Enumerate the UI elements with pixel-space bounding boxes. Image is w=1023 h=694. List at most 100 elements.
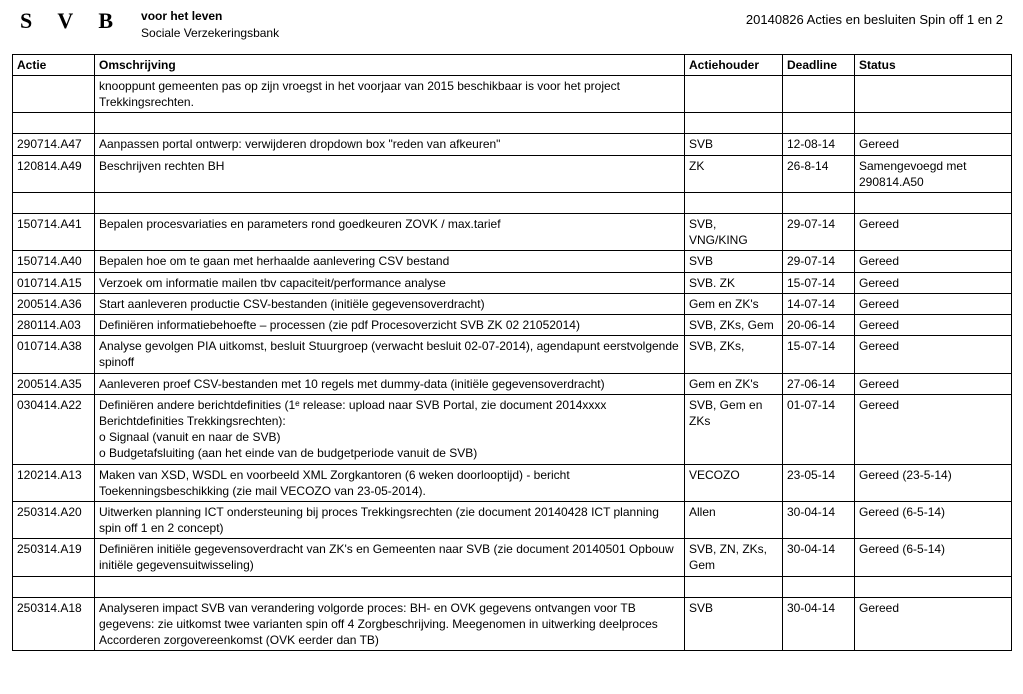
cell-deadline: 14-07-14 [783,293,855,314]
cell-deadline: 15-07-14 [783,272,855,293]
header-left: S V B voor het leven Sociale Verzekering… [20,8,279,42]
cell-status: Gereed [855,597,1012,651]
cell-deadline: 20-06-14 [783,315,855,336]
table-row: 150714.A41Bepalen procesvariaties en par… [13,214,1012,251]
subtitle-line2: Sociale Verzekeringsbank [141,25,279,42]
cell-actie: 290714.A47 [13,134,95,155]
cell-actiehouder: SVB, Gem en ZKs [685,394,783,464]
spacer-cell [783,192,855,213]
table-row: 150714.A40Bepalen hoe om te gaan met her… [13,251,1012,272]
cell-actie: 200514.A36 [13,293,95,314]
table-row: 250314.A20Uitwerken planning ICT onderst… [13,501,1012,538]
table-row: 280114.A03Definiëren informatiebehoefte … [13,315,1012,336]
cell-status: Gereed [855,373,1012,394]
table-row [13,192,1012,213]
table-row: 290714.A47Aanpassen portal ontwerp: verw… [13,134,1012,155]
cell-deadline: 30-04-14 [783,597,855,651]
svb-logo: S V B [20,8,123,34]
cell-actiehouder: SVB [685,597,783,651]
cell-actiehouder: Gem en ZK's [685,373,783,394]
spacer-cell [855,192,1012,213]
table-row [13,576,1012,597]
cell-status: Gereed (23-5-14) [855,464,1012,501]
cell-omschrijving: Definiëren initiële gegevensoverdracht v… [95,539,685,576]
spacer-cell [95,576,685,597]
cell-omschrijving: Bepalen hoe om te gaan met herhaalde aan… [95,251,685,272]
col-header-deadline: Deadline [783,54,855,75]
cell-actie: 120814.A49 [13,155,95,192]
doc-title: 20140826 Acties en besluiten Spin off 1 … [746,8,1003,27]
spacer-cell [685,576,783,597]
spacer-cell [13,576,95,597]
col-header-actiehouder: Actiehouder [685,54,783,75]
page-header: S V B voor het leven Sociale Verzekering… [0,0,1023,54]
cell-status: Gereed [855,214,1012,251]
cell-deadline: 15-07-14 [783,336,855,373]
actions-table: Actie Omschrijving Actiehouder Deadline … [12,54,1012,652]
cell-actiehouder: SVB, VNG/KING [685,214,783,251]
cell-status: Gereed [855,315,1012,336]
cell-omschrijving: Definiëren informatiebehoefte – processe… [95,315,685,336]
subtitle-line1: voor het leven [141,8,279,25]
table-row: knooppunt gemeenten pas op zijn vroegst … [13,75,1012,112]
cell-status: Gereed [855,251,1012,272]
cell-actiehouder: ZK [685,155,783,192]
cell-actie: 150714.A41 [13,214,95,251]
cell-actie [13,75,95,112]
cell-status: Gereed [855,272,1012,293]
cell-omschrijving: Verzoek om informatie mailen tbv capacit… [95,272,685,293]
spacer-cell [783,576,855,597]
cell-status: Gereed (6-5-14) [855,501,1012,538]
cell-actiehouder: Allen [685,501,783,538]
cell-omschrijving: Definiëren andere berichtdefinities (1ᵉ … [95,394,685,464]
col-header-status: Status [855,54,1012,75]
table-row: 200514.A36Start aanleveren productie CSV… [13,293,1012,314]
table-row: 010714.A15Verzoek om informatie mailen t… [13,272,1012,293]
cell-actiehouder: SVB, ZKs, Gem [685,315,783,336]
cell-actiehouder: SVB [685,251,783,272]
cell-actiehouder: VECOZO [685,464,783,501]
cell-deadline: 26-8-14 [783,155,855,192]
cell-actiehouder: SVB [685,134,783,155]
cell-actie: 010714.A15 [13,272,95,293]
spacer-cell [855,113,1012,134]
cell-actiehouder: Gem en ZK's [685,293,783,314]
cell-deadline: 29-07-14 [783,251,855,272]
cell-deadline: 29-07-14 [783,214,855,251]
spacer-cell [13,113,95,134]
cell-status [855,75,1012,112]
cell-actiehouder [685,75,783,112]
cell-status: Samengevoegd met 290814.A50 [855,155,1012,192]
cell-actie: 200514.A35 [13,373,95,394]
cell-omschrijving: Uitwerken planning ICT ondersteuning bij… [95,501,685,538]
cell-deadline: 30-04-14 [783,501,855,538]
table-row: 200514.A35Aanleveren proef CSV-bestanden… [13,373,1012,394]
cell-deadline [783,75,855,112]
table-row: 030414.A22Definiëren andere berichtdefin… [13,394,1012,464]
cell-status: Gereed [855,293,1012,314]
spacer-cell [13,192,95,213]
cell-status: Gereed (6-5-14) [855,539,1012,576]
cell-omschrijving: knooppunt gemeenten pas op zijn vroegst … [95,75,685,112]
cell-actie: 250314.A20 [13,501,95,538]
cell-status: Gereed [855,336,1012,373]
table-row: 250314.A19Definiëren initiële gegevensov… [13,539,1012,576]
spacer-cell [685,192,783,213]
cell-omschrijving: Analyse gevolgen PIA uitkomst, besluit S… [95,336,685,373]
table-header-row: Actie Omschrijving Actiehouder Deadline … [13,54,1012,75]
table-row: 120814.A49Beschrijven rechten BHZK26-8-1… [13,155,1012,192]
cell-status: Gereed [855,134,1012,155]
cell-deadline: 27-06-14 [783,373,855,394]
col-header-omschrijving: Omschrijving [95,54,685,75]
cell-omschrijving: Aanleveren proef CSV-bestanden met 10 re… [95,373,685,394]
cell-actie: 280114.A03 [13,315,95,336]
table-row [13,113,1012,134]
cell-actie: 250314.A18 [13,597,95,651]
table-row: 250314.A18Analyseren impact SVB van vera… [13,597,1012,651]
cell-actie: 250314.A19 [13,539,95,576]
cell-omschrijving: Maken van XSD, WSDL en voorbeeld XML Zor… [95,464,685,501]
cell-actiehouder: SVB. ZK [685,272,783,293]
spacer-cell [95,113,685,134]
cell-omschrijving: Aanpassen portal ontwerp: verwijderen dr… [95,134,685,155]
cell-status: Gereed [855,394,1012,464]
